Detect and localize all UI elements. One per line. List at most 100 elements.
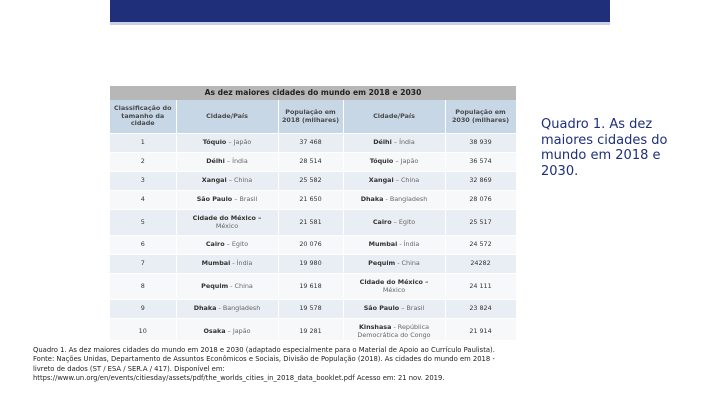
pop-2018-cell: 21 650 bbox=[278, 190, 344, 210]
city-name: Délhi bbox=[206, 157, 225, 166]
rank-cell: 10 bbox=[110, 318, 177, 340]
rank-cell: 1 bbox=[110, 133, 177, 153]
rank-cell: 4 bbox=[110, 190, 177, 210]
cities-table-figure: As dez maiores cidades do mundo em 2018 … bbox=[110, 86, 516, 340]
city-name: Dhaka bbox=[193, 304, 217, 313]
city-name: Délhi bbox=[373, 138, 392, 147]
pop-2018-cell: 19 980 bbox=[278, 254, 344, 274]
city-name: Cidade do México – bbox=[192, 214, 262, 223]
table-row: 2 Délhi – Índia 28 514 Tóquio – Japão 36… bbox=[110, 152, 516, 172]
city-name: Dhaka bbox=[360, 195, 384, 204]
table-row: 1 Tóquio – Japão 37 468 Délhi – Índia 38… bbox=[110, 133, 516, 153]
country-name: – China bbox=[395, 176, 420, 185]
city-2030-cell: Dhaka - Bangladesh bbox=[343, 190, 446, 210]
country-name: – Brasil bbox=[401, 304, 425, 313]
country-name: – Japão bbox=[228, 138, 252, 147]
country-name: - Bangladesh bbox=[218, 304, 261, 313]
side-caption: Quadro 1. As dez maiores cidades do mund… bbox=[541, 117, 668, 179]
pop-2018-cell: 28 514 bbox=[278, 152, 344, 172]
city-name: Mumbai bbox=[201, 259, 231, 268]
city-2018-cell: Mumbai - Índia bbox=[176, 254, 279, 274]
city-name: São Paulo bbox=[363, 304, 400, 313]
country-name: México bbox=[215, 221, 239, 230]
country-name: – Índia bbox=[393, 138, 415, 147]
city-2030-cell: Mumbai - Índia bbox=[343, 235, 446, 255]
header-banner-edge bbox=[110, 22, 610, 25]
rank-cell: 7 bbox=[110, 254, 177, 274]
pop-2018-cell: 19 618 bbox=[278, 273, 344, 300]
city-2030-cell: Xangai – China bbox=[343, 171, 446, 191]
table-header-row: Classificação do tamanho da cidade Cidad… bbox=[110, 100, 516, 134]
city-2018-cell: Pequim - China bbox=[176, 273, 279, 300]
city-2018-cell: São Paulo – Brasil bbox=[176, 190, 279, 210]
table-row: 3 Xangai – China 25 582 Xangai – China 3… bbox=[110, 171, 516, 191]
city-name: Mumbai bbox=[368, 240, 398, 249]
city-name: Osaka bbox=[203, 326, 226, 335]
city-name: Kinshasa bbox=[358, 323, 392, 332]
pop-2030-cell: 28 076 bbox=[445, 190, 516, 210]
table-row: 4 São Paulo – Brasil 21 650 Dhaka - Bang… bbox=[110, 190, 516, 210]
city-name: Cairo bbox=[372, 217, 392, 226]
pop-2030-cell: 36 574 bbox=[445, 152, 516, 172]
country-name: - Bangladesh bbox=[385, 195, 428, 204]
rank-cell: 3 bbox=[110, 171, 177, 191]
city-2018-cell: Délhi – Índia bbox=[176, 152, 279, 172]
rank-cell: 5 bbox=[110, 209, 177, 236]
country-name: - China bbox=[397, 259, 420, 268]
rank-cell: 8 bbox=[110, 273, 177, 300]
city-name: Tóquio bbox=[202, 138, 227, 147]
country-name: - Índia bbox=[399, 240, 420, 249]
city-2018-cell: Osaka – Japão bbox=[176, 318, 279, 340]
city-2030-cell: Cidade do México – México bbox=[343, 273, 446, 300]
table-row: 8 Pequim - China 19 618 Cidade do México… bbox=[110, 273, 516, 300]
header-city-2018: Cidade/País bbox=[176, 100, 279, 134]
city-2030-cell: Pequim - China bbox=[343, 254, 446, 274]
source-caption: Quadro 1. As dez maiores cidades do mund… bbox=[33, 346, 495, 383]
table-row: 5 Cidade do México – México 21 581 Cairo … bbox=[110, 209, 516, 236]
country-name: – Egito bbox=[393, 217, 416, 226]
country-name: – Japão bbox=[227, 326, 251, 335]
pop-2030-cell: 38 939 bbox=[445, 133, 516, 153]
rank-cell: 9 bbox=[110, 299, 177, 319]
city-name: Xangai bbox=[201, 176, 227, 185]
city-name: Cidade do México – bbox=[359, 278, 429, 287]
city-2030-cell: São Paulo – Brasil bbox=[343, 299, 446, 319]
header-banner bbox=[110, 0, 610, 22]
header-city-2030: Cidade/País bbox=[343, 100, 446, 134]
pop-2030-cell: 21 914 bbox=[445, 318, 516, 340]
country-name: – Egito bbox=[226, 240, 249, 249]
table-row: 7 Mumbai - Índia 19 980 Pequim - China 2… bbox=[110, 254, 516, 274]
pop-2030-cell: 24282 bbox=[445, 254, 516, 274]
pop-2030-cell: 24 111 bbox=[445, 273, 516, 300]
city-name: Xangai bbox=[368, 176, 394, 185]
city-2030-cell: Délhi – Índia bbox=[343, 133, 446, 153]
city-2030-cell: Kinshasa - República Democrática do Cong… bbox=[343, 318, 446, 340]
header-pop-2018: População em 2018 (milhares) bbox=[278, 100, 344, 134]
country-name: México bbox=[382, 285, 406, 294]
city-2018-cell: Cairo – Egito bbox=[176, 235, 279, 255]
city-2030-cell: Tóquio – Japão bbox=[343, 152, 446, 172]
city-2030-cell: Cairo – Egito bbox=[343, 209, 446, 236]
country-name: - Índia bbox=[232, 259, 253, 268]
table-row: 10 Osaka – Japão 19 281 Kinshasa - Repúb… bbox=[110, 318, 516, 340]
header-rank: Classificação do tamanho da cidade bbox=[110, 100, 177, 134]
cities-table: Classificação do tamanho da cidade Cidad… bbox=[110, 100, 516, 340]
city-2018-cell: Xangai – China bbox=[176, 171, 279, 191]
pop-2030-cell: 23 824 bbox=[445, 299, 516, 319]
city-name: Tóquio bbox=[369, 157, 394, 166]
rank-cell: 6 bbox=[110, 235, 177, 255]
city-name: Pequim bbox=[201, 281, 229, 290]
header-pop-2030: População em 2030 (milhares) bbox=[445, 100, 516, 134]
pop-2018-cell: 37 468 bbox=[278, 133, 344, 153]
country-name: - China bbox=[230, 281, 253, 290]
country-name: – Brasil bbox=[234, 195, 258, 204]
country-name: – Japão bbox=[395, 157, 419, 166]
table-title: As dez maiores cidades do mundo em 2018 … bbox=[110, 86, 516, 100]
city-2018-cell: Tóquio – Japão bbox=[176, 133, 279, 153]
pop-2018-cell: 20 076 bbox=[278, 235, 344, 255]
city-2018-cell: Cidade do México – México bbox=[176, 209, 279, 236]
country-name: - República Democrática do Congo bbox=[357, 323, 431, 339]
country-name: – China bbox=[228, 176, 253, 185]
city-2018-cell: Dhaka - Bangladesh bbox=[176, 299, 279, 319]
pop-2018-cell: 21 581 bbox=[278, 209, 344, 236]
